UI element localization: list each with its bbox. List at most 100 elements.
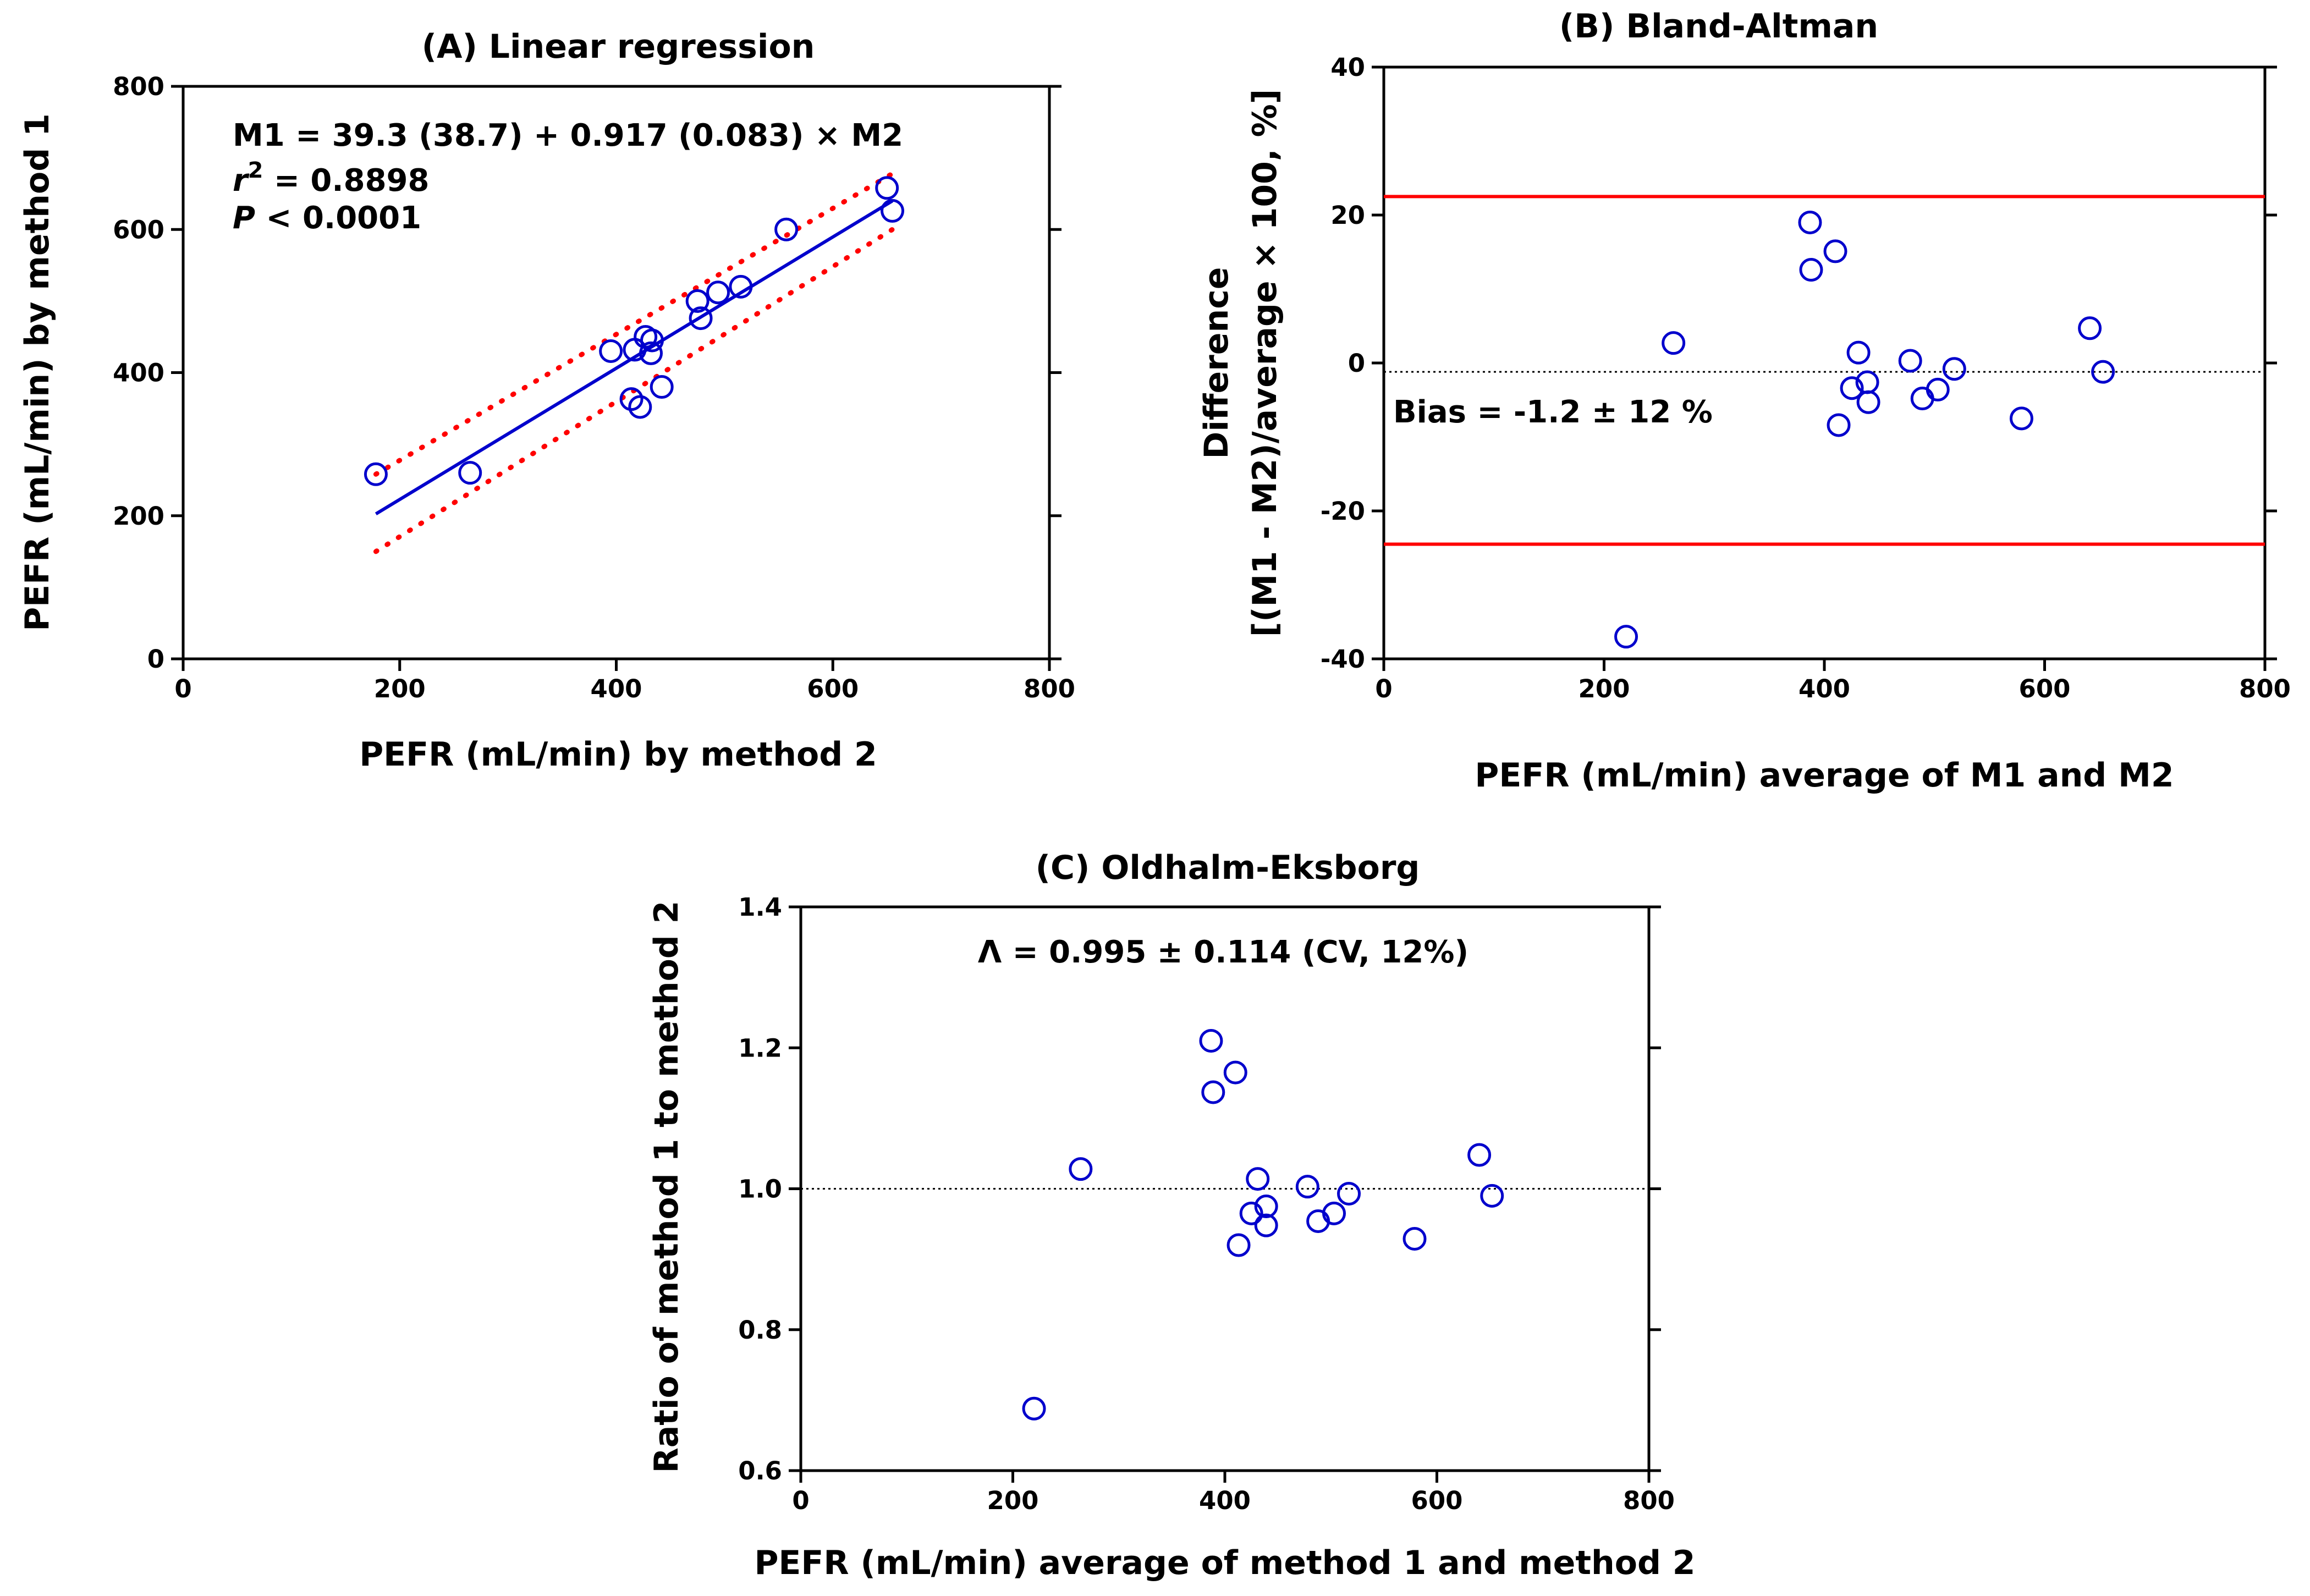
panel-b-y-tick-label: 0 xyxy=(1348,349,1365,378)
panel-b-data-point xyxy=(1662,331,1686,355)
panel-a-linear-regression: (A) Linear regression 0 200 400 600 800 0 200… xyxy=(18,27,1075,774)
panel-c-y-tick-label: 0.6 xyxy=(738,1456,782,1485)
panel-c-data-point xyxy=(1199,1028,1223,1053)
panel-b-data-point xyxy=(1799,258,1823,282)
panel-c-data-points xyxy=(1022,1028,1504,1421)
panel-b-data-point xyxy=(1827,413,1851,437)
panel-a-x-ticks: 0 200 400 600 800 xyxy=(174,659,1075,703)
panel-c-data-point xyxy=(1022,1396,1046,1421)
panel-b-data-point xyxy=(2078,316,2102,340)
panel-a-data-point xyxy=(729,274,753,299)
panel-b-data-point xyxy=(1898,349,1922,373)
panel-b-y-ticks: -40 -20 0 20 40 xyxy=(1321,53,2277,674)
panel-c-data-point xyxy=(1480,1184,1504,1208)
panel-a-y-tick-label: 0 xyxy=(147,645,164,674)
panel-a-data-point xyxy=(706,280,730,305)
panel-b-data-point xyxy=(1823,239,1847,263)
panel-b-y-tick-label: 20 xyxy=(1330,201,1365,230)
panel-b-y-tick-label: -20 xyxy=(1321,497,1365,526)
panel-b-data-point xyxy=(1942,357,1966,381)
panel-a-x-tick-label: 600 xyxy=(807,674,859,703)
panel-b-x-axis-label: PEFR (mL/min) average of M1 and M2 xyxy=(1475,756,2174,795)
panel-a-r-squared: r2 = 0.8898 xyxy=(233,158,429,199)
panel-c-x-tick-label: 200 xyxy=(987,1486,1039,1515)
panel-a-confidence-band-upper xyxy=(373,171,895,477)
panel-b-y-tick-label: 40 xyxy=(1330,53,1365,82)
panel-c-data-point xyxy=(1254,1195,1278,1219)
panel-a-x-tick-label: 0 xyxy=(174,674,191,703)
panel-a-regression-line xyxy=(375,199,894,516)
panel-b-bias-annotation: Bias = -1.2 ± 12 % xyxy=(1393,394,1713,430)
panel-a-equation: M1 = 39.3 (38.7) + 0.917 (0.083) × M2 xyxy=(233,118,903,153)
panel-b-x-tick-label: 400 xyxy=(1799,674,1850,703)
panel-b-data-point xyxy=(1926,377,1950,401)
panel-a-data-point xyxy=(639,341,663,365)
panel-c-oldham-eksborg: (C) Oldhalm-Eksborg 0.6 0.8 1.0 1.2 1.4 0 200… xyxy=(647,849,1696,1582)
panel-b-data-point xyxy=(2091,360,2115,384)
panel-a-x-tick-label: 200 xyxy=(374,674,426,703)
panel-c-x-axis-label: PEFR (mL/min) average of method 1 and me… xyxy=(754,1544,1695,1582)
panel-a-data-point xyxy=(685,289,710,313)
panel-c-y-tick-label: 1.0 xyxy=(738,1175,782,1204)
panel-a-data-point xyxy=(875,176,899,200)
panel-b-bland-altman: (B) Bland-Altman -40 -20 0 20 40 0 200 400 600 8… xyxy=(1197,7,2291,795)
panel-a-data-point xyxy=(619,387,644,411)
panel-b-x-tick-label: 600 xyxy=(2019,674,2071,703)
panel-c-data-point xyxy=(1246,1167,1270,1191)
panel-b-data-point xyxy=(1856,390,1880,414)
panel-a-data-point xyxy=(774,217,799,241)
panel-a-data-point xyxy=(650,375,674,399)
panel-b-data-point xyxy=(1798,210,1822,234)
panel-b-data-point xyxy=(1846,340,1871,365)
panel-b-data-point xyxy=(1614,625,1638,649)
panel-c-data-point xyxy=(1467,1143,1492,1167)
panel-c-x-tick-label: 800 xyxy=(1623,1486,1675,1515)
panel-a-y-axis-label: PEFR (mL/min) by method 1 xyxy=(18,113,57,631)
panel-a-y-tick-label: 600 xyxy=(113,215,164,244)
panel-a-data-point xyxy=(640,328,664,353)
panel-b-y-tick-label: -40 xyxy=(1321,645,1365,674)
panel-c-y-tick-label: 1.2 xyxy=(738,1033,782,1063)
panel-b-x-ticks: 0 200 400 600 800 xyxy=(1375,659,2291,703)
panel-a-title: (A) Linear regression xyxy=(422,27,815,66)
panel-b-data-point xyxy=(2009,406,2033,431)
panel-a-x-tick-label: 400 xyxy=(591,674,642,703)
panel-a-x-tick-label: 800 xyxy=(1024,674,1075,703)
panel-a-data-points xyxy=(364,176,905,486)
panel-a-x-axis-label: PEFR (mL/min) by method 2 xyxy=(359,735,877,774)
panel-a-data-point xyxy=(458,461,482,485)
panel-b-y-axis-label-line-1: Difference xyxy=(1197,267,1236,459)
panel-c-title: (C) Oldhalm-Eksborg xyxy=(1036,849,1420,887)
panel-a-y-tick-label: 800 xyxy=(113,72,164,101)
panel-c-data-point xyxy=(1201,1080,1225,1104)
panel-c-data-point xyxy=(1295,1175,1319,1199)
panel-b-y-axis-label-line-2: [(M1 - M2)/average × 100, %] xyxy=(1246,89,1284,637)
panel-a-confidence-band-lower xyxy=(373,227,895,554)
panel-b-title: (B) Bland-Altman xyxy=(1559,7,1878,46)
panel-a-data-point xyxy=(599,339,623,363)
panel-c-data-point xyxy=(1239,1201,1263,1225)
panel-c-lambda-annotation: Λ = 0.995 ± 0.114 (CV, 12%) xyxy=(978,934,1469,970)
panel-c-x-tick-label: 600 xyxy=(1411,1486,1463,1515)
panel-c-data-point xyxy=(1337,1181,1361,1206)
panel-b-plot-frame xyxy=(1382,65,2267,661)
panel-b-data-points xyxy=(1614,210,2115,649)
panel-c-data-point xyxy=(1069,1157,1093,1181)
panel-c-data-point xyxy=(1226,1233,1251,1257)
panel-a-data-point xyxy=(881,199,905,223)
panel-c-x-tick-label: 400 xyxy=(1199,1486,1251,1515)
panel-a-data-point xyxy=(364,462,388,486)
panel-c-y-ticks: 0.6 0.8 1.0 1.2 1.4 xyxy=(738,893,1661,1485)
panel-c-y-axis-label: Ratio of method 1 to method 2 xyxy=(647,901,686,1473)
panel-a-y-ticks: 0 200 400 600 800 xyxy=(113,72,1062,674)
panel-b-x-tick-label: 200 xyxy=(1579,674,1630,703)
panel-c-x-ticks: 0 200 400 600 800 xyxy=(792,1471,1675,1515)
panel-a-data-point xyxy=(628,395,652,419)
panel-a-y-tick-label: 200 xyxy=(113,502,164,531)
panel-a-regression-fit xyxy=(375,199,894,516)
panel-c-data-point xyxy=(1402,1226,1427,1251)
panel-b-x-tick-label: 800 xyxy=(2239,674,2291,703)
panel-b-data-point xyxy=(1910,387,1934,411)
panel-b-reference-lines xyxy=(1384,195,2265,546)
